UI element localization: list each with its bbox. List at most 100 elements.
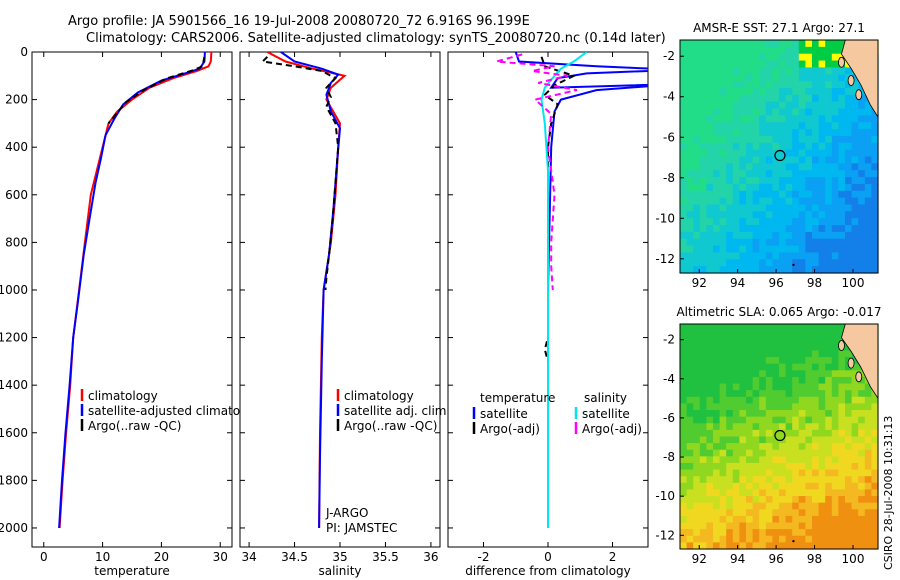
map-cell (726, 204, 734, 212)
map-cell (779, 403, 787, 411)
map-cell (686, 231, 694, 240)
map-cell (699, 403, 707, 411)
map-cell (680, 429, 688, 438)
legend-title: temperature (480, 391, 555, 405)
map-cell (759, 40, 767, 48)
map-cell (713, 266, 721, 274)
map-cell (845, 390, 853, 398)
map-cell (798, 443, 806, 451)
map-cell (732, 163, 740, 171)
map-cell (785, 462, 793, 471)
map-cell (686, 476, 694, 484)
map-cell (845, 266, 853, 274)
map-cell (719, 423, 727, 431)
map-cell (779, 456, 787, 464)
map-cell (798, 252, 806, 260)
map-cell (792, 363, 800, 371)
map-cell (686, 496, 694, 504)
map-cell (699, 218, 707, 226)
map-cell (858, 129, 866, 137)
x-tick-label: 34 (241, 550, 256, 564)
map-cell (838, 177, 846, 185)
map-cell (871, 211, 879, 219)
map-cell (686, 462, 694, 471)
series-line-satellite-adj-clim- (280, 52, 342, 529)
map-cell (818, 46, 826, 55)
map-cell (699, 343, 707, 352)
map-y-tick-label: -8 (663, 171, 675, 185)
map-cell (818, 436, 826, 444)
map-cell (825, 238, 833, 247)
map-cell (706, 357, 714, 365)
map-cell (765, 443, 773, 451)
map-cell (858, 122, 866, 130)
map-cell (726, 403, 734, 411)
map-cell (785, 81, 793, 89)
map-cell (785, 529, 793, 537)
map-cell (805, 238, 813, 247)
map-cell (739, 183, 747, 192)
map-cell (805, 416, 813, 424)
map-cell (713, 515, 721, 524)
map-cell (699, 509, 707, 517)
map-cell (699, 142, 707, 151)
map-cell (805, 67, 813, 75)
map-cell (785, 204, 793, 212)
map-cell (699, 462, 707, 471)
map-cell (871, 489, 879, 497)
map-cell (726, 94, 734, 103)
map-cell (845, 509, 853, 517)
map-cell (765, 67, 773, 75)
map-cell (680, 535, 688, 543)
map-cell (798, 370, 806, 378)
map-cell (726, 509, 734, 517)
y-tick-label: 2000 (0, 521, 28, 535)
map-cell (785, 149, 793, 158)
map-cell (713, 535, 721, 543)
map-cell (759, 81, 767, 89)
map-cell (739, 390, 747, 398)
map-cell (719, 482, 727, 491)
map-cell (798, 46, 806, 55)
map-cell (686, 122, 694, 130)
map-cell (680, 259, 688, 267)
map-cell (818, 443, 826, 451)
map-cell (713, 482, 721, 491)
map-cell (845, 429, 853, 438)
map-cell (772, 53, 780, 62)
map-cell (812, 156, 820, 164)
map-cell (686, 376, 694, 385)
map-x-tick-label: 94 (730, 552, 745, 566)
map-cell (831, 390, 839, 398)
map-cell (706, 429, 714, 438)
map-cell (845, 469, 853, 477)
map-cell (759, 496, 767, 504)
map-cell (845, 403, 853, 411)
map-cell (739, 363, 747, 371)
map-cell (858, 197, 866, 206)
map-cell (680, 522, 688, 530)
map-cell (765, 449, 773, 457)
map-cell (812, 101, 820, 110)
map-cell (779, 376, 787, 385)
map-cell (706, 509, 714, 517)
map-cell (752, 357, 760, 365)
map-cell (838, 225, 846, 233)
map-cell (798, 135, 806, 144)
map-cell (726, 135, 734, 144)
map-cell (765, 259, 773, 267)
map-cell (699, 204, 707, 212)
map-cell (752, 496, 760, 504)
map-cell (838, 376, 846, 385)
map-cell (779, 53, 787, 62)
map-cell (785, 469, 793, 477)
map-cell (765, 94, 773, 103)
map-cell (686, 337, 694, 345)
map-cell (779, 357, 787, 365)
map-cell (785, 456, 793, 464)
map-cell (746, 476, 754, 484)
map-cell (818, 462, 826, 471)
map-cell (706, 515, 714, 524)
map-cell (693, 429, 701, 438)
map-cell (779, 108, 787, 116)
